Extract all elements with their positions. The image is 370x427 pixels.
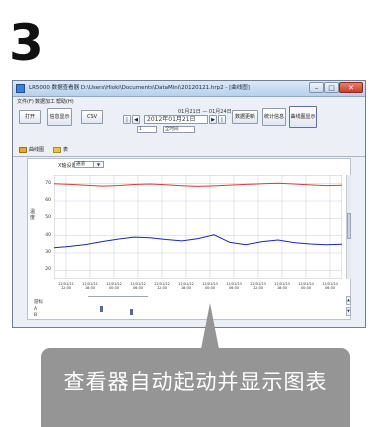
x-tick-11: 12/01/24 06:00 bbox=[322, 282, 338, 290]
scroll-down-icon[interactable]: ▼ bbox=[346, 307, 351, 316]
x-tick-1: 12/01/21 18:00 bbox=[82, 282, 98, 290]
y-tick-0: 70 bbox=[45, 180, 51, 186]
first-icon[interactable]: | bbox=[123, 115, 131, 124]
caption-pointer bbox=[201, 303, 219, 349]
x-tick-7: 12/01/23 06:00 bbox=[226, 282, 242, 290]
graph-display-button[interactable]: 曲线图显示 bbox=[289, 106, 317, 128]
caption-box: 查看器自动起动并显示图表 bbox=[41, 348, 350, 427]
x-tick-3: 12/01/22 06:00 bbox=[130, 282, 146, 290]
tab-table[interactable]: 表 bbox=[53, 145, 68, 155]
series-lines bbox=[54, 182, 342, 249]
x-tick-6: 12/01/23 00:00 bbox=[202, 282, 218, 290]
refresh-button[interactable]: 数据更新 bbox=[232, 110, 258, 124]
open-button[interactable]: 打开 bbox=[19, 110, 41, 124]
next-icon[interactable]: ▶ bbox=[209, 115, 217, 124]
prev-icon[interactable]: ◀ bbox=[132, 115, 140, 124]
y-tick-2: 50 bbox=[45, 215, 51, 221]
app-window: LR5000 数据查看器 D:\Users\Hioki\Documents\Da… bbox=[12, 80, 366, 328]
menu-bar: 文件(F) 数据加工 帮助(H) bbox=[13, 97, 365, 107]
tab-chart-label: 曲线图 bbox=[29, 147, 45, 153]
cursor-a-marker[interactable] bbox=[100, 306, 103, 312]
menu-help[interactable]: 帮助(H) bbox=[56, 99, 74, 105]
series-line-0 bbox=[54, 182, 342, 187]
xaxis-setting-label: X轴设置 bbox=[58, 163, 77, 169]
app-icon bbox=[16, 84, 25, 93]
grid-lines bbox=[54, 175, 342, 279]
show-info-button[interactable]: 信息显示 bbox=[47, 108, 72, 126]
vertical-scrollbar[interactable] bbox=[346, 175, 351, 279]
close-button[interactable]: ✕ bbox=[339, 82, 363, 93]
interval-select[interactable]: 全时间 bbox=[163, 126, 195, 133]
scroll-thumb[interactable] bbox=[347, 213, 351, 239]
table-icon bbox=[53, 147, 61, 153]
scroll-up-icon[interactable]: ▲ bbox=[346, 296, 351, 305]
y-tick-1: 60 bbox=[45, 198, 51, 203]
stats-button[interactable]: 统计信息 bbox=[262, 108, 286, 126]
y-tick-3: 40 bbox=[45, 232, 51, 238]
x-tick-10: 12/01/24 00:00 bbox=[298, 282, 314, 290]
csv-button[interactable]: CSV bbox=[81, 110, 103, 124]
cursor-slider-track[interactable] bbox=[88, 296, 148, 297]
day-field[interactable]: 1 bbox=[137, 126, 157, 133]
x-tick-9: 12/01/23 18:00 bbox=[274, 282, 290, 290]
step-number: 3 bbox=[9, 14, 44, 72]
chevron-down-icon[interactable]: ▼ bbox=[94, 161, 104, 168]
x-tick-8: 12/01/23 12:00 bbox=[250, 282, 266, 290]
line-chart bbox=[54, 175, 342, 279]
tab-table-label: 表 bbox=[63, 147, 69, 153]
cursor-b-label: B bbox=[34, 313, 38, 318]
date-range: 01月21日 — 01月24日 bbox=[178, 109, 232, 115]
y-tick-4: 30 bbox=[45, 250, 51, 255]
cursor-b-marker[interactable] bbox=[130, 309, 133, 315]
y-tick-5: 20 bbox=[45, 267, 51, 273]
caption-text: 查看器自动起动并显示图表 bbox=[63, 370, 328, 394]
plot-area bbox=[54, 175, 342, 279]
menu-data[interactable]: 数据加工 bbox=[35, 99, 56, 105]
x-tick-5: 12/01/22 18:00 bbox=[178, 282, 194, 290]
tab-bar: 曲线图 表 bbox=[13, 144, 365, 157]
chart-icon bbox=[19, 147, 27, 153]
x-tick-0: 12/01/21 12:00 bbox=[58, 282, 74, 290]
menu-file[interactable]: 文件(F) bbox=[17, 99, 34, 105]
series-line-1 bbox=[54, 234, 342, 249]
maximize-button[interactable]: □ bbox=[324, 82, 339, 93]
x-tick-2: 12/01/22 00:00 bbox=[106, 282, 122, 290]
title-bar[interactable]: LR5000 数据查看器 D:\Users\Hioki\Documents\Da… bbox=[13, 81, 365, 97]
cursor-a-label: A bbox=[34, 307, 38, 312]
graph-panel: X轴设置 通道 ▼ 温度 70 60 50 40 30 20 12/01/21 12:00… bbox=[27, 158, 351, 320]
date-field[interactable]: 2012年01月21日 bbox=[144, 115, 208, 124]
window-title: LR5000 数据查看器 D:\Users\Hioki\Documents\Da… bbox=[29, 85, 250, 91]
x-tick-4: 12/01/22 12:00 bbox=[154, 282, 170, 290]
y-axis-label: 温度 bbox=[30, 209, 36, 221]
last-icon[interactable]: | bbox=[218, 115, 226, 124]
cursor-label: 游标 bbox=[34, 300, 43, 305]
tab-chart[interactable]: 曲线图 bbox=[19, 145, 44, 155]
minimize-button[interactable]: – bbox=[309, 82, 324, 93]
xaxis-select[interactable]: 通道 bbox=[74, 161, 94, 168]
